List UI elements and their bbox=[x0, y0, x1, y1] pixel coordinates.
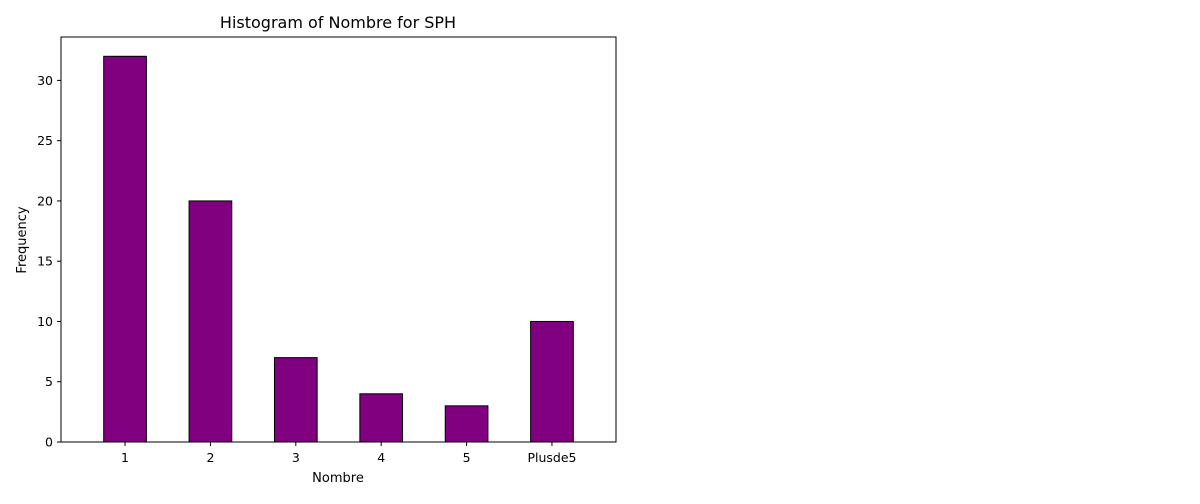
plot-frame bbox=[60, 36, 617, 443]
x-tick-label-2: 2 bbox=[206, 450, 214, 465]
x-axis-label: Nombre bbox=[312, 471, 364, 486]
y-tick-label-25: 25 bbox=[37, 133, 53, 148]
x-tick-label-Plusde5: Plusde5 bbox=[527, 450, 576, 465]
bar-3 bbox=[273, 357, 318, 443]
bar-Plusde5 bbox=[530, 320, 574, 443]
x-axis-ticks: 1 2 3 4 5 Plusde5 bbox=[121, 442, 576, 465]
bars-group bbox=[103, 55, 574, 443]
x-tick-label-5: 5 bbox=[463, 450, 471, 465]
chart-title: Histogram of Nombre for SPH bbox=[220, 13, 456, 32]
y-tick-label-5: 5 bbox=[45, 374, 53, 389]
y-tick-label-10: 10 bbox=[37, 314, 53, 329]
y-tick-label-30: 30 bbox=[37, 73, 53, 88]
y-axis-label: Frequency bbox=[15, 206, 30, 273]
bar-5 bbox=[444, 405, 489, 443]
bar-2 bbox=[188, 200, 233, 443]
x-tick-label-4: 4 bbox=[377, 450, 385, 465]
x-tick-label-3: 3 bbox=[292, 450, 300, 465]
y-tick-label-0: 0 bbox=[45, 435, 53, 450]
x-tick-label-1: 1 bbox=[121, 450, 129, 465]
y-tick-label-15: 15 bbox=[37, 254, 53, 269]
bar-4 bbox=[359, 393, 404, 443]
bar-1 bbox=[103, 55, 147, 443]
y-tick-label-20: 20 bbox=[37, 193, 53, 208]
y-axis-ticks: 0 5 10 15 20 25 30 bbox=[37, 73, 61, 450]
